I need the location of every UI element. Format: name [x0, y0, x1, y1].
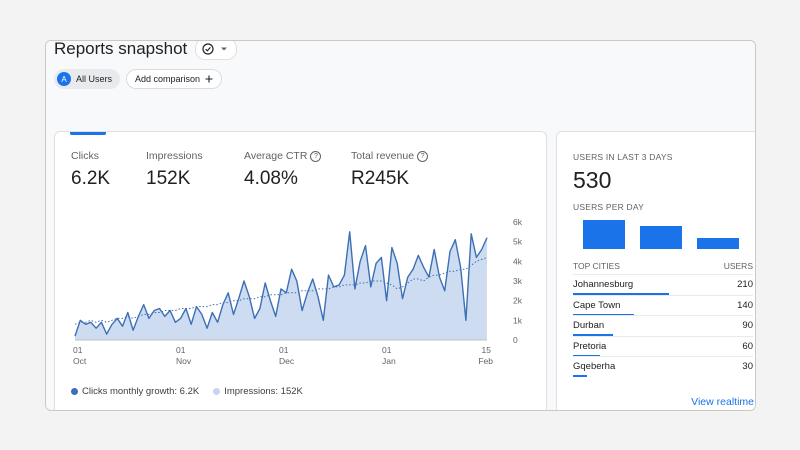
metric-label: Impressions — [146, 150, 203, 162]
city-user-count: 60 — [742, 340, 753, 352]
city-user-count: 210 — [737, 279, 753, 290]
all-users-label: All Users — [76, 74, 113, 84]
y-tick-label: 2k — [513, 296, 523, 306]
city-user-count: 140 — [737, 299, 753, 311]
metric-label: Clicks — [71, 150, 99, 162]
y-tick-label: 1k — [513, 315, 523, 325]
y-tick-label: 4k — [513, 256, 523, 266]
metric-label: Total revenue ? — [351, 150, 429, 162]
all-users-chip[interactable]: A All Users — [54, 69, 121, 89]
caret-down-icon — [221, 47, 228, 51]
users-per-day-bar — [583, 220, 625, 249]
x-tick-day: 01 — [382, 345, 392, 355]
view-realtime-link[interactable]: View realtime — [691, 396, 755, 408]
city-row[interactable]: Gqeberha 30 — [573, 356, 753, 377]
city-share-bar — [573, 313, 635, 316]
legend-label: Clicks monthly growth: 6.2K — [82, 386, 200, 397]
x-tick-month: Feb — [478, 356, 493, 366]
metric-average-ctr[interactable]: Average CTR ? 4.08% — [244, 150, 322, 190]
avatar: A — [57, 72, 71, 86]
y-tick-label: 6k — [513, 217, 523, 227]
city-share-bar — [573, 293, 669, 295]
legend-dot — [213, 388, 221, 395]
city-name: Johannesburg — [573, 279, 634, 290]
metric-value: R245K — [351, 168, 410, 189]
legend-label: Impressions: 152K — [224, 386, 303, 397]
help-icon[interactable]: ? — [417, 150, 429, 162]
metric-value: 6.2K — [71, 168, 111, 189]
city-row[interactable]: Johannesburg 210 — [573, 274, 753, 295]
city-name: Durban — [573, 320, 605, 331]
users-per-day-bar — [697, 237, 739, 249]
city-share-bar — [573, 354, 600, 357]
add-comparison-button[interactable]: Add comparison — [126, 69, 223, 89]
x-tick-month: Nov — [176, 356, 192, 366]
x-tick-day: 01 — [176, 345, 186, 355]
city-name: Cape Town — [573, 299, 621, 311]
view-realtime-label: View realtime — [691, 396, 754, 408]
city-name: Pretoria — [573, 340, 607, 352]
chart-legend: Clicks monthly growth: 6.2K Impressions:… — [71, 386, 303, 397]
city-row[interactable]: Pretoria 60 — [573, 335, 753, 357]
add-comparison-label: Add comparison — [135, 74, 201, 84]
realtime-card: USERS IN LAST 3 DAYS 530 USERS PER DAY T… — [556, 131, 755, 410]
x-tick-month: Oct — [73, 356, 87, 366]
x-tick-day: 01 — [73, 345, 83, 355]
city-user-count: 30 — [742, 361, 753, 372]
y-tick-label: 0 — [513, 335, 518, 345]
page-title: Reports snapshot — [54, 40, 188, 58]
legend-dot — [71, 388, 78, 395]
x-tick-month: Jan — [382, 356, 396, 366]
city-row[interactable]: Durban 90 — [573, 315, 753, 336]
city-name: Gqeberha — [573, 361, 616, 372]
top-cities-heading: TOP CITIES — [573, 261, 620, 271]
x-tick-day: 01 — [279, 345, 289, 355]
legend-impressions: Impressions: 152K — [213, 386, 303, 397]
metric-impressions[interactable]: Impressions 152K — [146, 150, 203, 190]
city-share-bar — [573, 334, 614, 336]
y-tick-label: 5k — [513, 237, 523, 247]
users-column-heading: USERS — [723, 261, 753, 271]
clicks-area — [75, 231, 487, 340]
metric-label: Average CTR ? — [244, 150, 322, 162]
city-user-count: 90 — [742, 320, 753, 331]
metric-value: 4.08% — [244, 168, 298, 189]
legend-clicks: Clicks monthly growth: 6.2K — [71, 386, 199, 397]
x-tick-day: 15 — [482, 345, 492, 355]
title-status-dropdown[interactable] — [195, 41, 238, 60]
users-per-day-heading: USERS PER DAY — [573, 202, 644, 212]
users-count: 530 — [573, 167, 612, 193]
city-row[interactable]: Cape Town 140 — [573, 294, 753, 316]
selected-tab-indicator — [70, 132, 106, 135]
title-row: Reports snapshot — [54, 40, 238, 60]
y-tick-label: 3k — [513, 276, 523, 286]
metrics-chart-card: Clicks 6.2K Impressions 152K Average CTR… — [54, 131, 547, 410]
comparison-filters: A All Users Add comparison — [54, 69, 223, 89]
metric-clicks[interactable]: Clicks 6.2K — [71, 150, 110, 190]
metric-value: 152K — [146, 168, 191, 189]
users-last-3-days-heading: USERS IN LAST 3 DAYS — [573, 152, 673, 162]
x-tick-month: Dec — [279, 356, 295, 366]
impressions-line — [74, 256, 488, 325]
app-window: Reports snapshot A All Users Add compari… — [45, 40, 756, 411]
cities-table-header: TOP CITIES USERS — [573, 261, 753, 271]
check-circle-icon — [202, 43, 214, 55]
clicks-line — [74, 231, 488, 337]
help-icon[interactable]: ? — [310, 150, 322, 162]
plus-icon — [205, 75, 213, 83]
metric-total-revenue[interactable]: Total revenue ? R245K — [351, 150, 429, 190]
city-share-bar — [573, 375, 588, 377]
users-per-day-bar — [640, 225, 682, 249]
